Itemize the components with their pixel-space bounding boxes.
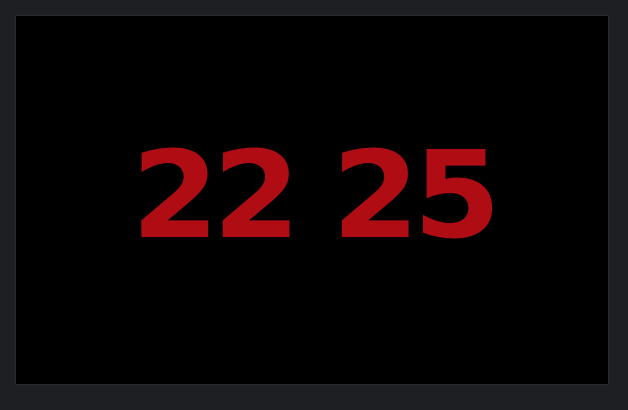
clock-hours: 22 — [131, 127, 300, 266]
clock-face: 22 25 — [16, 16, 610, 386]
clock-display: 22 25 — [15, 15, 609, 385]
time-readout: 22 25 — [131, 127, 501, 266]
clock-minutes: 25 — [331, 127, 501, 266]
